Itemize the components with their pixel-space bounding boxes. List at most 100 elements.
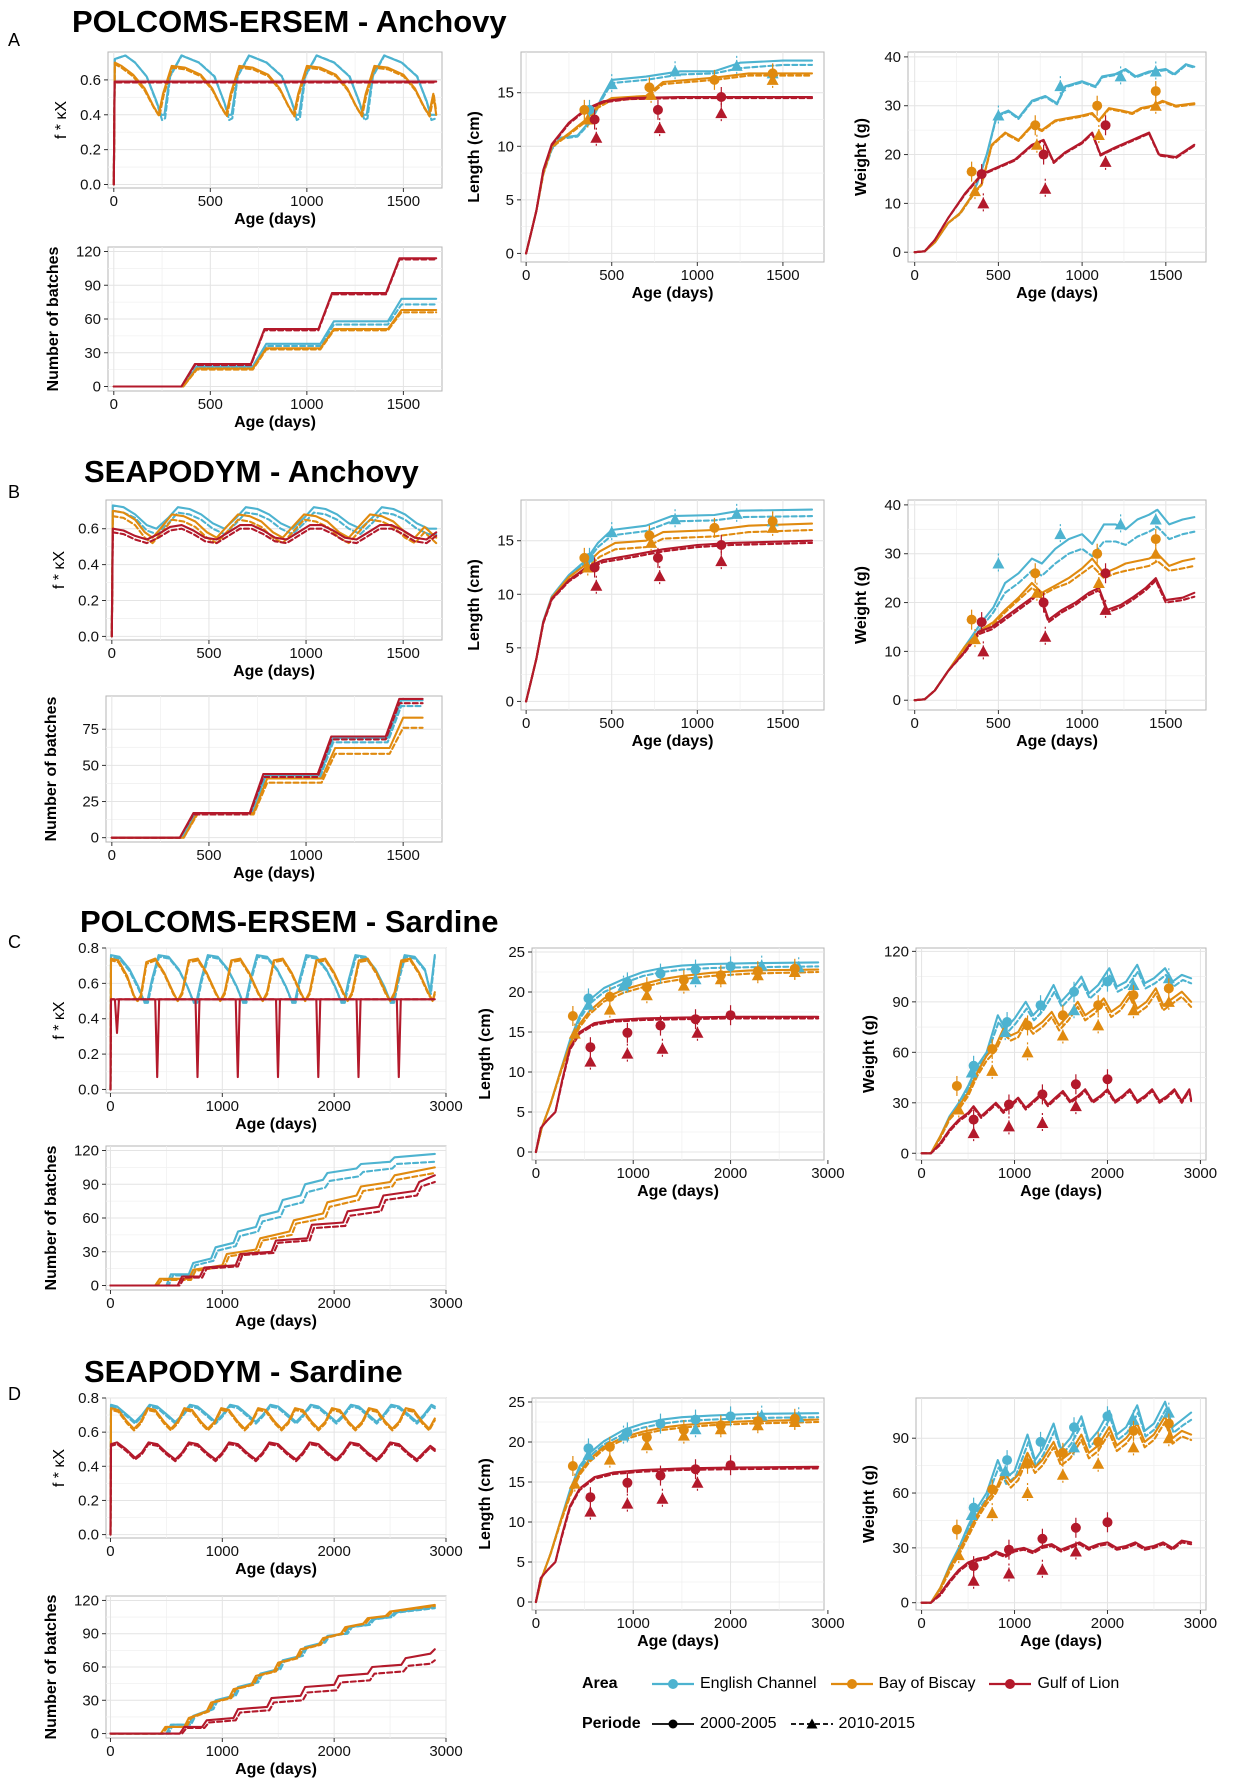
p15-ytick-label: 60 bbox=[892, 1485, 909, 1502]
p13-ylabel: Number of batches bbox=[43, 1594, 60, 1739]
series-line-gulf-of-lion-2010-2015 bbox=[534, 1017, 820, 1154]
panel-c-fkappa: 0 1000 2000 3000 0.0 0.2 0.4 0.6 0.8 Age (days) f … bbox=[51, 940, 463, 1133]
obs-point-bay-of-biscay-2010-2015 bbox=[1056, 1468, 1069, 1480]
p7-ytick-label: 10 bbox=[884, 643, 901, 660]
obs-point-bay-of-biscay-2000-2005 bbox=[1093, 1436, 1104, 1447]
p9-ytick-label: 90 bbox=[82, 1176, 99, 1193]
p9-xtick-label: 2000 bbox=[317, 1295, 350, 1312]
p13-series-group bbox=[109, 1603, 436, 1735]
series-line-gulf-of-lion-2010-2015 bbox=[534, 1467, 820, 1604]
obs-point-english-channel-2010-2015 bbox=[999, 1465, 1012, 1477]
p15-ytick-label: 0 bbox=[901, 1595, 909, 1612]
p9-xtick-label: 1000 bbox=[206, 1295, 239, 1312]
obs-point-english-channel-2000-2005 bbox=[1102, 976, 1113, 987]
p14-ytick-label: 25 bbox=[508, 1394, 525, 1411]
obs-point-bay-of-biscay-2000-2005 bbox=[604, 1441, 615, 1452]
p4-ytick-label: 0.2 bbox=[78, 593, 99, 610]
obs-point-bay-of-biscay-2000-2005 bbox=[1057, 1447, 1068, 1458]
p2-xlabel: Age (days) bbox=[632, 285, 714, 302]
obs-point-gulf-of-lion-2010-2015 bbox=[584, 1055, 597, 1067]
obs-point-english-channel-2010-2015 bbox=[1162, 1406, 1175, 1418]
p14-ylabel: Length (cm) bbox=[477, 1458, 494, 1550]
p12-ytick-label: 0.8 bbox=[78, 1390, 99, 1407]
obs-point-gulf-of-lion-2010-2015 bbox=[590, 131, 603, 143]
obs-point-gulf-of-lion-2000-2005 bbox=[652, 552, 663, 563]
obs-point-english-channel-2000-2005 bbox=[1102, 1411, 1113, 1422]
obs-point-english-channel-2000-2005 bbox=[1035, 1000, 1046, 1011]
p3-xtick-label: 500 bbox=[986, 267, 1011, 284]
obs-point-english-channel-2010-2015 bbox=[582, 1448, 595, 1460]
p13-xtick-label: 3000 bbox=[429, 1743, 462, 1760]
panel-c-batches: 0 1000 2000 3000 0 30 60 90 120 Age (days) Number … bbox=[43, 1143, 463, 1331]
p12-xtick-label: 0 bbox=[106, 1543, 114, 1560]
section-title-c: POLCOMS-ERSEM - Sardine bbox=[80, 904, 499, 939]
obs-point-gulf-of-lion-2010-2015 bbox=[584, 1505, 597, 1517]
p7-ytick-label: 20 bbox=[884, 595, 901, 612]
series-line-gulf-of-lion-2010-2015 bbox=[525, 97, 814, 255]
obs-point-english-channel-2000-2005 bbox=[1035, 1436, 1046, 1447]
obs-point-gulf-of-lion-2000-2005 bbox=[1038, 597, 1049, 608]
obs-point-english-channel-2010-2015 bbox=[689, 1423, 702, 1435]
obs-point-english-channel-2000-2005 bbox=[1002, 1017, 1013, 1028]
obs-point-bay-of-biscay-2000-2005 bbox=[1163, 983, 1174, 994]
obs-point-gulf-of-lion-2000-2005 bbox=[690, 1464, 701, 1475]
p3-xlabel: Age (days) bbox=[1016, 285, 1098, 302]
obs-point-gulf-of-lion-2010-2015 bbox=[1036, 1563, 1049, 1575]
p13-ytick-label: 120 bbox=[74, 1592, 99, 1609]
obs-point-gulf-of-lion-2010-2015 bbox=[653, 122, 666, 134]
p9-ytick-label: 60 bbox=[82, 1210, 99, 1227]
obs-point-english-channel-2010-2015 bbox=[689, 973, 702, 985]
obs-point-bay-of-biscay-2000-2005 bbox=[767, 68, 778, 79]
obs-point-gulf-of-lion-2010-2015 bbox=[691, 1476, 704, 1488]
section-title-a: POLCOMS-ERSEM - Anchovy bbox=[72, 4, 507, 39]
obs-point-bay-of-biscay-2000-2005 bbox=[1092, 548, 1103, 559]
p5-ytick-label: 0 bbox=[91, 830, 99, 847]
p12-series-group bbox=[109, 1403, 436, 1536]
p10-ytick-label: 5 bbox=[517, 1104, 525, 1121]
p12-ylabel: f * κX bbox=[51, 1449, 68, 1488]
legend-label-english-channel: English Channel bbox=[700, 1675, 817, 1692]
legend-key-gulf-of-lion: Gulf of Lion bbox=[989, 1675, 1119, 1693]
section-title-b: SEAPODYM - Anchovy bbox=[84, 454, 419, 489]
panel-a-fkappa: 0 500 1000 1500 0.0 0.2 0.4 0.6 Age (days) f * κX bbox=[53, 51, 443, 228]
series-line-gulf-of-lion-2010-2015 bbox=[920, 1089, 1193, 1155]
obs-point-gulf-of-lion-2000-2005 bbox=[1070, 1079, 1081, 1090]
p5-plot-area bbox=[105, 695, 443, 843]
obs-point-gulf-of-lion-2000-2005 bbox=[690, 1014, 701, 1025]
obs-point-gulf-of-lion-2010-2015 bbox=[1002, 1120, 1015, 1132]
p9-ytick-label: 120 bbox=[74, 1143, 99, 1160]
p10-ytick-label: 25 bbox=[508, 944, 525, 961]
obs-point-english-channel-2010-2015 bbox=[1127, 979, 1140, 991]
p5-ytick-label: 25 bbox=[82, 794, 99, 811]
series-line-english-channel-2010-2015 bbox=[913, 525, 1196, 702]
p13-xtick-label: 2000 bbox=[317, 1743, 350, 1760]
p6-ytick-label: 10 bbox=[497, 586, 514, 603]
obs-point-bay-of-biscay-2010-2015 bbox=[1092, 129, 1105, 141]
p6-xlabel: Age (days) bbox=[632, 733, 714, 750]
p14-ytick-label: 5 bbox=[517, 1554, 525, 1571]
p1-xtick-label: 1500 bbox=[387, 396, 420, 413]
obs-point-english-channel-2000-2005 bbox=[583, 993, 594, 1004]
obs-point-gulf-of-lion-2010-2015 bbox=[1039, 182, 1052, 194]
legend-label-bay-of-biscay: Bay of Biscay bbox=[878, 1675, 976, 1692]
obs-point-english-channel-2000-2005 bbox=[968, 1060, 979, 1071]
series-line-bay-of-biscay-2010-2015 bbox=[534, 970, 820, 1154]
obs-point-bay-of-biscay-2000-2005 bbox=[567, 1461, 578, 1471]
series-line-english-channel-2010-2015 bbox=[112, 54, 438, 186]
p3-xtick-label: 1000 bbox=[1065, 267, 1098, 284]
p6-xtick-label: 1000 bbox=[681, 715, 714, 732]
p10-xtick-label: 3000 bbox=[811, 1165, 844, 1182]
series-line-gulf-of-lion-2000-2005 bbox=[109, 1648, 436, 1735]
p12-ytick-label: 0.6 bbox=[78, 1424, 99, 1441]
series-line-gulf-of-lion-2010-2015 bbox=[913, 132, 1196, 254]
p6-xtick-label: 0 bbox=[522, 715, 530, 732]
p10-ytick-label: 10 bbox=[508, 1064, 525, 1081]
section-letter-b: B bbox=[8, 482, 21, 502]
series-line-english-channel-2010-2015 bbox=[920, 1407, 1193, 1604]
obs-point-bay-of-biscay-2010-2015 bbox=[1092, 1457, 1105, 1469]
legend-key-2000-2005: 2000-2005 bbox=[652, 1715, 777, 1733]
panel-c-weight: 0 1000 2000 3000 0 30 60 90 120 Age (days) Weight … bbox=[861, 943, 1217, 1200]
p6-xtick-label: 500 bbox=[599, 715, 624, 732]
obs-point-gulf-of-lion-2000-2005 bbox=[655, 1470, 666, 1481]
p2-ytick-label: 5 bbox=[506, 192, 514, 209]
